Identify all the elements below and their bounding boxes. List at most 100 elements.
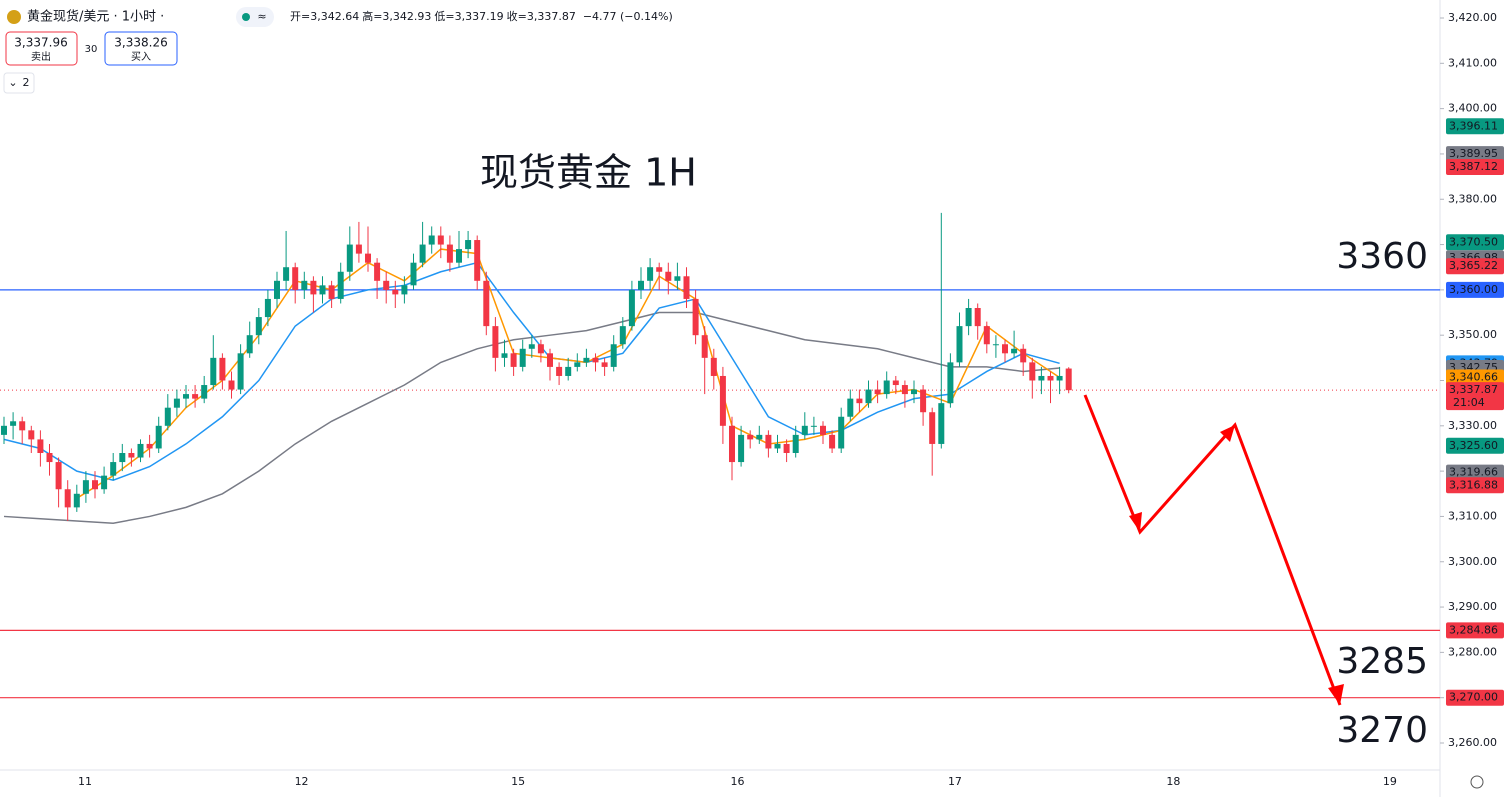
candle-body [528,344,535,349]
candle-body [638,280,644,290]
price-tag-time: 21:04 [1453,396,1485,409]
candle-body [874,389,881,395]
candle-body [137,443,144,458]
candle-body [965,308,972,327]
spread: 30 [85,44,98,55]
candle-body [64,489,71,508]
symbol: 黄金现货/美元 · 1小时 · [27,9,164,25]
forecast-arrow [1083,394,1342,706]
moving-average [3,261,1060,481]
candle-body [601,362,608,367]
candle-body [19,421,26,431]
y-tick-label: 3,290.00 [1448,600,1497,613]
x-tick-label: 17 [948,775,962,788]
candle-body [365,253,371,263]
x-tick-label: 16 [730,775,744,788]
annotation: 3360 [1336,236,1428,277]
candle-body [983,326,990,345]
candle-body [192,394,199,399]
candle-body [465,240,472,250]
candle-body [792,434,799,453]
arrow-head [1328,684,1344,705]
price-tag-label: 3,270.00 [1449,691,1498,704]
arrow-head [1129,512,1142,532]
candle-body [128,453,135,458]
ohlc-value: 3,342.64 [310,10,359,23]
status-dot [242,13,250,21]
candle-body [483,280,490,327]
candle-body [683,276,690,299]
candle-body [301,280,308,290]
candle-body [656,267,663,272]
candle-body [838,416,845,449]
annotation: 3270 [1336,710,1428,751]
candle-body [537,344,544,354]
price-tag [1446,382,1504,411]
candle-body [1038,375,1045,381]
x-tick-label: 15 [511,775,525,788]
y-tick-label: 3,310.00 [1448,509,1497,522]
buy-button[interactable] [104,31,178,66]
candle-body [255,317,262,336]
candle-body [437,235,444,245]
indicator-toggle[interactable] [3,72,35,94]
y-tick-label: 3,300.00 [1448,555,1497,568]
x-tick-label: 11 [78,775,92,788]
candle-body [1020,348,1027,363]
candle-body [719,375,726,426]
candle-body [219,357,226,381]
indicator-count: 2 [23,76,30,89]
candle-body [355,244,362,254]
candle-body [10,421,17,426]
y-tick-label: 3,410.00 [1448,56,1497,69]
candle-body [183,394,189,399]
price-tag-label: 3,319.66 [1449,466,1498,479]
candle-body [401,285,408,295]
candle-body [237,353,244,390]
price-tag [1446,158,1504,175]
price-tag-label: 3,337.87 [1449,383,1498,396]
candle-body [556,366,563,376]
price-tag [1446,477,1504,494]
candle-body [164,407,171,426]
y-tick-label: 3,350.00 [1448,328,1497,341]
candle-body [228,380,235,390]
status-pill[interactable] [236,7,274,27]
price-tag-label: 3,389.95 [1449,147,1498,160]
candle-body [674,276,681,281]
price-tag-label: 3,325.60 [1449,439,1498,452]
price-tag [1446,234,1504,251]
sell-button[interactable] [5,31,78,66]
price-tag-label: 3,284.86 [1449,623,1498,636]
ohlc: 开= 3,342.64 高= 3,342.93 低= 3,337.19 收= 3,337.87… [290,9,673,23]
candle-body [865,389,872,404]
candle-body [383,280,390,290]
candle-body [110,462,117,476]
candle-body [1065,368,1072,391]
price-tag-label: 3,370.50 [1449,235,1498,248]
candle-body [665,271,672,281]
sell-price: 3,337.96 [14,36,67,50]
x-tick-label: 12 [295,775,309,788]
candle-body [628,289,635,327]
candle-body [419,244,426,263]
ohlc-value: 3,337.87 [527,10,576,23]
price-tag [1446,464,1504,481]
candle-body [820,425,826,435]
candle-body [547,353,553,367]
x-tick-label: 18 [1166,775,1180,788]
candle-body [992,344,999,346]
y-tick-label: 3,260.00 [1448,736,1497,749]
candle-body [73,493,80,508]
candle-body [155,425,162,449]
chart-title: 现货黄金 1H [480,151,697,195]
price-tag [1446,118,1504,135]
buy-label: 买入 [131,51,151,63]
price-tag [1446,146,1504,163]
settings-icon[interactable] [1470,775,1484,789]
candle-body [892,380,899,386]
candle-body [1002,344,1008,354]
candle-body [974,308,981,327]
candle-body [264,298,271,318]
